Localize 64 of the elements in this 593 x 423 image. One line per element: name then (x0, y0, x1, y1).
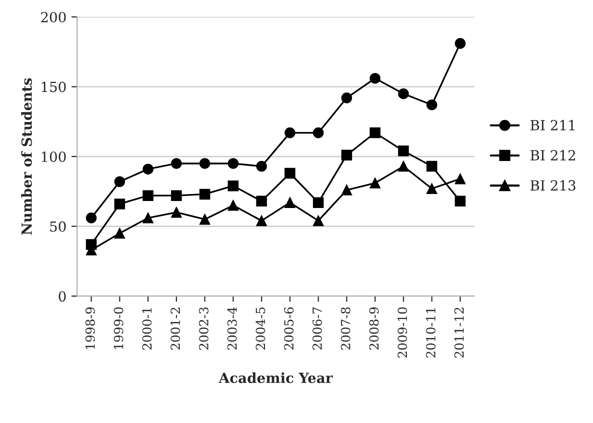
point (171, 206, 182, 218)
point (228, 180, 239, 192)
point (86, 212, 97, 224)
point (199, 214, 210, 225)
point (256, 215, 267, 226)
x-tick-label: 1998-9 (85, 307, 95, 349)
point (398, 160, 409, 172)
legend-label: BI 212 (530, 150, 576, 160)
y-tick-label: 200 (41, 12, 66, 22)
point (426, 99, 438, 110)
point (312, 215, 324, 226)
point (312, 127, 324, 138)
point (370, 178, 380, 188)
point (341, 184, 352, 196)
point (171, 158, 182, 169)
y-tick-label: 0 (58, 291, 66, 302)
y-tick-label: 50 (50, 221, 66, 232)
point (142, 164, 154, 174)
point (284, 168, 296, 179)
x-tick-label: 2006-7 (312, 307, 322, 350)
x-tick-label: 1999-0 (114, 307, 124, 349)
point (284, 127, 296, 138)
x-tick-label: 2010-11 (426, 308, 436, 358)
point (341, 92, 352, 104)
x-tick-label: 2008-9 (369, 307, 379, 350)
x-tick-label: 2007-8 (340, 307, 350, 350)
x-tick-label: 2001-2 (170, 308, 180, 350)
point (398, 146, 409, 156)
legend-label: BI 211 (530, 120, 574, 130)
point (199, 188, 210, 200)
x-tick-label: 2002-3 (198, 307, 208, 350)
point (284, 197, 296, 208)
point (199, 158, 210, 169)
point (370, 127, 380, 138)
point (228, 200, 239, 211)
point (341, 150, 352, 160)
x-tick-label: 2005-6 (284, 307, 294, 350)
point (114, 228, 126, 239)
x-tick-label: 2004-5 (256, 307, 266, 350)
x-tick-label: 2003-4 (227, 307, 237, 350)
point (454, 173, 466, 184)
point (426, 183, 438, 194)
point (114, 198, 126, 210)
y-tick-label: 100 (42, 151, 66, 162)
point (171, 190, 182, 201)
point (312, 197, 324, 208)
point (454, 196, 466, 207)
x-tick-label: 2000-1 (142, 308, 152, 350)
y-axis-title: Number of Students (21, 78, 32, 235)
point (228, 158, 239, 169)
x-tick-label: 2009-10 (398, 307, 408, 358)
point (114, 176, 126, 188)
point (370, 72, 380, 84)
x-axis-title: Academic Year (218, 372, 333, 384)
point (256, 196, 267, 207)
point (142, 190, 154, 201)
point (142, 212, 154, 224)
point (426, 160, 438, 172)
point (454, 38, 466, 49)
legend-label: BI 213 (530, 180, 576, 191)
y-tick-label: 150 (42, 82, 66, 92)
point (256, 160, 267, 172)
x-tick-label: 2011-12 (454, 308, 464, 358)
point (398, 88, 409, 100)
